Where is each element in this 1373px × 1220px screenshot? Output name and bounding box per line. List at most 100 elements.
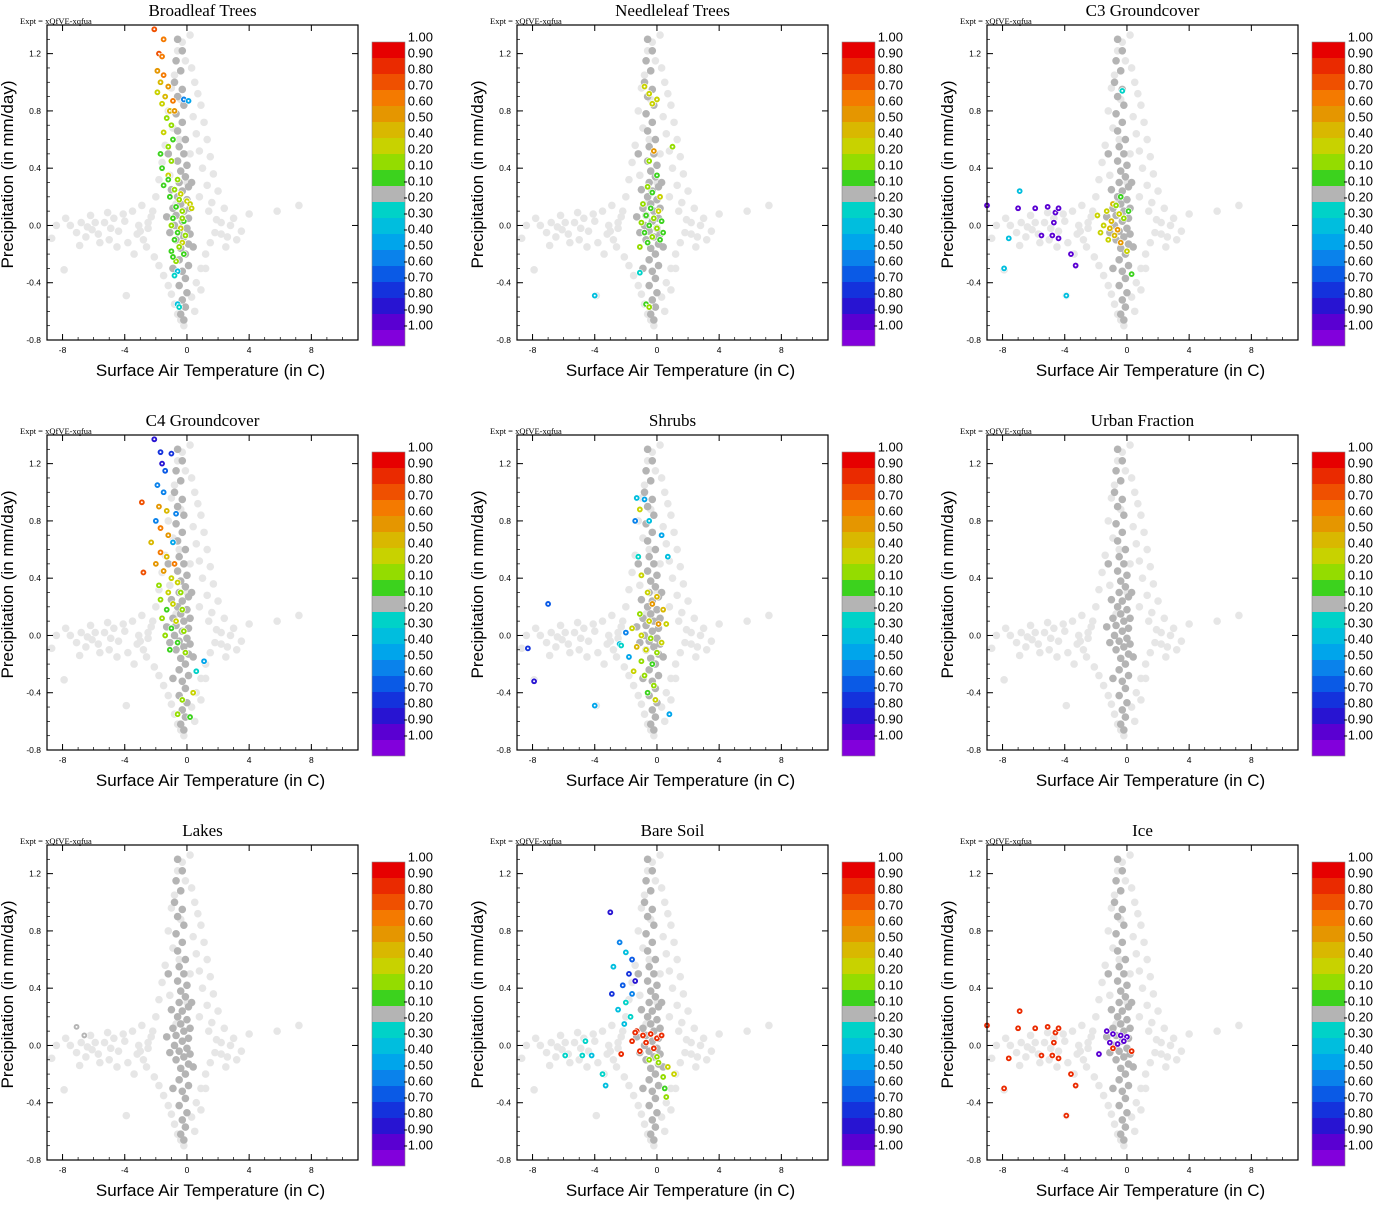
- data-point-center: [1074, 264, 1077, 267]
- background-point-light: [1120, 731, 1128, 740]
- data-point-center: [632, 670, 635, 673]
- colorbar-swatch: [1312, 234, 1345, 250]
- data-point-center: [657, 210, 660, 213]
- colorbar-label: 0.20: [408, 552, 433, 567]
- background-point-light: [187, 474, 196, 482]
- colorbar-label: 0.80: [878, 882, 903, 897]
- x-tick-label: 4: [247, 1165, 252, 1175]
- data-point-center: [660, 534, 663, 537]
- colorbar-swatch: [842, 170, 875, 186]
- background-point-dark: [1112, 519, 1120, 528]
- colorbar-swatch: [1312, 942, 1345, 958]
- background-point-dark: [181, 684, 190, 693]
- background-point-light: [1095, 671, 1103, 680]
- background-point-light: [765, 201, 773, 210]
- colorbar-swatch: [1312, 1022, 1345, 1038]
- background-point-dark: [175, 281, 183, 290]
- background-point-light: [629, 271, 638, 280]
- background-point-light: [1127, 884, 1136, 892]
- background-point-light: [1121, 876, 1130, 885]
- y-tick-label: 1.2: [29, 459, 41, 469]
- background-point-dark: [183, 161, 191, 170]
- background-point-light: [553, 1043, 562, 1051]
- background-point-light: [693, 643, 702, 651]
- background-point-light: [66, 1041, 75, 1050]
- background-point-dark: [651, 250, 660, 258]
- colorbar-swatch: [842, 1070, 875, 1086]
- background-point-dark: [180, 643, 188, 651]
- background-point-light: [670, 528, 678, 537]
- colorbar-frame: [371, 451, 406, 757]
- background-point-light: [1036, 648, 1044, 657]
- background-point-dark: [646, 310, 655, 319]
- x-axis-label: Surface Air Temperature (in C): [96, 361, 325, 380]
- background-point-light: [673, 181, 681, 190]
- background-point-light: [992, 1041, 1001, 1050]
- background-point-light: [91, 628, 100, 637]
- background-point-light: [1143, 181, 1151, 190]
- background-point-dark: [1116, 244, 1125, 253]
- background-point-light: [1115, 545, 1123, 554]
- colorbar-swatch: [842, 974, 875, 990]
- colorbar-swatch: [842, 1134, 875, 1150]
- colorbar-label: -1.00: [1343, 728, 1373, 743]
- background-point-light: [82, 643, 90, 651]
- background-point-dark: [1112, 621, 1120, 630]
- background-point-light: [1001, 214, 1010, 223]
- background-point-light: [170, 481, 179, 489]
- colorbar-label: -0.10: [873, 584, 903, 599]
- colorbar-label: -1.00: [873, 1138, 903, 1153]
- colorbar-label: 0.90: [408, 46, 433, 61]
- x-axis-label: Surface Air Temperature (in C): [96, 771, 325, 790]
- background-point-light: [187, 884, 196, 892]
- colorbar-label: 0.90: [1348, 866, 1373, 881]
- background-point-dark: [178, 456, 187, 465]
- data-point-center: [648, 224, 651, 227]
- background-point-light: [622, 603, 630, 611]
- colorbar-swatch: [1312, 106, 1345, 122]
- background-point-light: [1149, 580, 1158, 588]
- colorbar-label: 0.40: [878, 536, 903, 551]
- background-point-light: [83, 1043, 92, 1051]
- background-point-light: [517, 644, 526, 653]
- background-point-light: [620, 253, 629, 261]
- colorbar-label: -1.00: [1343, 1138, 1373, 1153]
- background-point-light: [673, 955, 681, 964]
- background-point-light: [229, 1034, 238, 1043]
- background-point-light: [119, 1030, 127, 1038]
- data-point-center: [1052, 221, 1055, 224]
- colorbar-label: 1.00: [878, 850, 903, 865]
- background-point-dark: [180, 921, 188, 929]
- background-point-light: [1185, 1030, 1193, 1038]
- background-point-light: [598, 207, 607, 215]
- background-point-dark: [180, 150, 188, 158]
- background-point-light: [617, 623, 625, 631]
- colorbar-swatch: [372, 990, 405, 1006]
- background-point-light: [1135, 557, 1144, 565]
- background-point-dark: [634, 970, 643, 978]
- background-point-light: [556, 211, 565, 220]
- colorbar-swatch: [1312, 218, 1345, 234]
- data-point-center: [648, 306, 651, 309]
- background-point-light: [110, 624, 118, 633]
- background-point-light: [1106, 991, 1114, 1000]
- data-point-center: [646, 241, 649, 244]
- background-point-light: [100, 628, 109, 637]
- background-point-light: [682, 215, 691, 224]
- background-point-dark: [651, 992, 660, 1001]
- background-point-dark: [178, 1037, 187, 1045]
- background-point-dark: [183, 1108, 191, 1117]
- data-point-center: [187, 99, 190, 102]
- background-point-dark: [178, 296, 187, 304]
- x-axis-label: Surface Air Temperature (in C): [566, 361, 795, 380]
- colorbar-label: -0.40: [873, 632, 903, 647]
- y-tick-label: -0.8: [496, 745, 511, 755]
- background-point-light: [1169, 1034, 1178, 1043]
- background-point-light: [1084, 634, 1092, 643]
- colorbar-label: 0.20: [878, 962, 903, 977]
- background-point-light: [609, 645, 618, 654]
- background-point-light: [203, 545, 211, 554]
- data-point-center: [627, 655, 630, 658]
- background-point-light: [657, 884, 666, 892]
